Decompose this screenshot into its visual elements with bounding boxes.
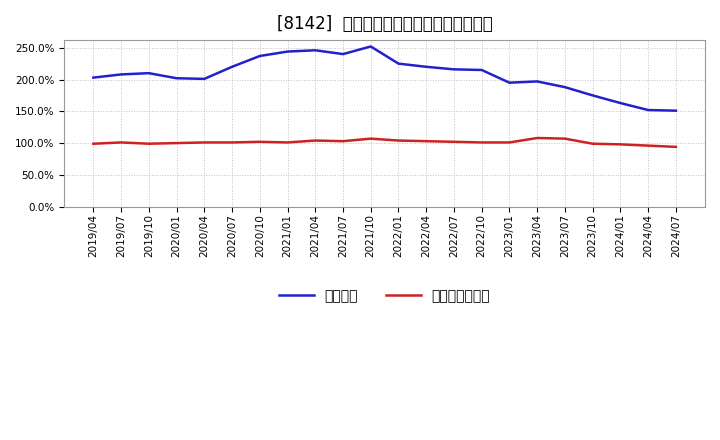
固定比率 [145, 70, 153, 76]
固定長期適合率 [505, 140, 514, 145]
固定比率 [228, 64, 236, 70]
固定比率 [616, 100, 625, 106]
固定長期適合率 [200, 140, 209, 145]
固定比率 [477, 67, 486, 73]
固定比率 [117, 72, 125, 77]
Title: [8142]  固定比率、固定長期適合率の推移: [8142] 固定比率、固定長期適合率の推移 [276, 15, 492, 33]
固定比率 [394, 61, 402, 66]
固定比率 [311, 48, 320, 53]
固定比率 [422, 64, 431, 70]
固定比率 [283, 49, 292, 54]
固定比率 [533, 79, 541, 84]
固定長期適合率 [616, 142, 625, 147]
固定比率 [672, 108, 680, 114]
固定長期適合率 [283, 140, 292, 145]
Line: 固定長期適合率: 固定長期適合率 [94, 138, 676, 147]
固定比率 [200, 76, 209, 81]
固定比率 [505, 80, 514, 85]
固定長期適合率 [311, 138, 320, 143]
固定長期適合率 [477, 140, 486, 145]
固定長期適合率 [533, 136, 541, 141]
固定比率 [338, 51, 347, 57]
固定長期適合率 [117, 140, 125, 145]
固定比率 [449, 67, 458, 72]
固定長期適合率 [588, 141, 597, 147]
固定比率 [172, 76, 181, 81]
固定長期適合率 [256, 139, 264, 144]
固定比率 [366, 44, 375, 49]
固定長期適合率 [172, 140, 181, 146]
固定長期適合率 [672, 144, 680, 150]
固定長期適合率 [145, 141, 153, 147]
固定長期適合率 [449, 139, 458, 144]
固定長期適合率 [561, 136, 570, 141]
固定長期適合率 [228, 140, 236, 145]
固定長期適合率 [89, 141, 98, 147]
Legend: 固定比率, 固定長期適合率: 固定比率, 固定長期適合率 [274, 283, 496, 308]
固定比率 [561, 84, 570, 90]
固定比率 [256, 53, 264, 59]
固定比率 [89, 75, 98, 80]
固定長期適合率 [366, 136, 375, 141]
固定長期適合率 [644, 143, 652, 148]
固定長期適合率 [338, 139, 347, 144]
固定長期適合率 [394, 138, 402, 143]
固定比率 [644, 107, 652, 113]
固定比率 [588, 93, 597, 98]
Line: 固定比率: 固定比率 [94, 47, 676, 111]
固定長期適合率 [422, 139, 431, 144]
